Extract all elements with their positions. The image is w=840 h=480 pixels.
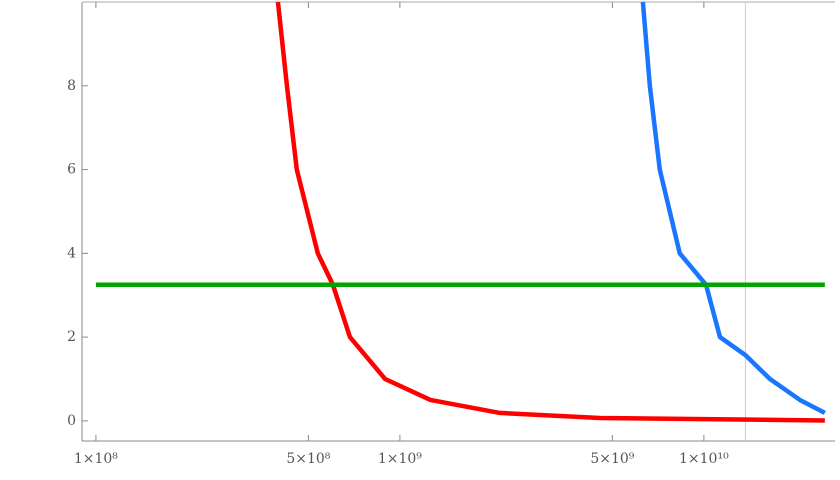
x-tick-label: 1×10¹⁰ bbox=[679, 451, 729, 467]
y-tick-label: 8 bbox=[67, 78, 76, 94]
y-tick-label: 6 bbox=[67, 162, 76, 178]
y-tick-label: 0 bbox=[67, 413, 76, 429]
y-tick-label: 4 bbox=[67, 245, 76, 261]
x-tick-label: 5×10⁹ bbox=[590, 451, 634, 467]
series-line bbox=[275, 2, 825, 423]
x-tick-label: 1×10⁹ bbox=[378, 451, 422, 467]
x-tick-label: 1×10⁸ bbox=[74, 451, 118, 467]
x-tick-label: 5×10⁸ bbox=[286, 451, 330, 467]
series-line bbox=[640, 2, 826, 415]
y-tick-label: 2 bbox=[67, 329, 76, 345]
